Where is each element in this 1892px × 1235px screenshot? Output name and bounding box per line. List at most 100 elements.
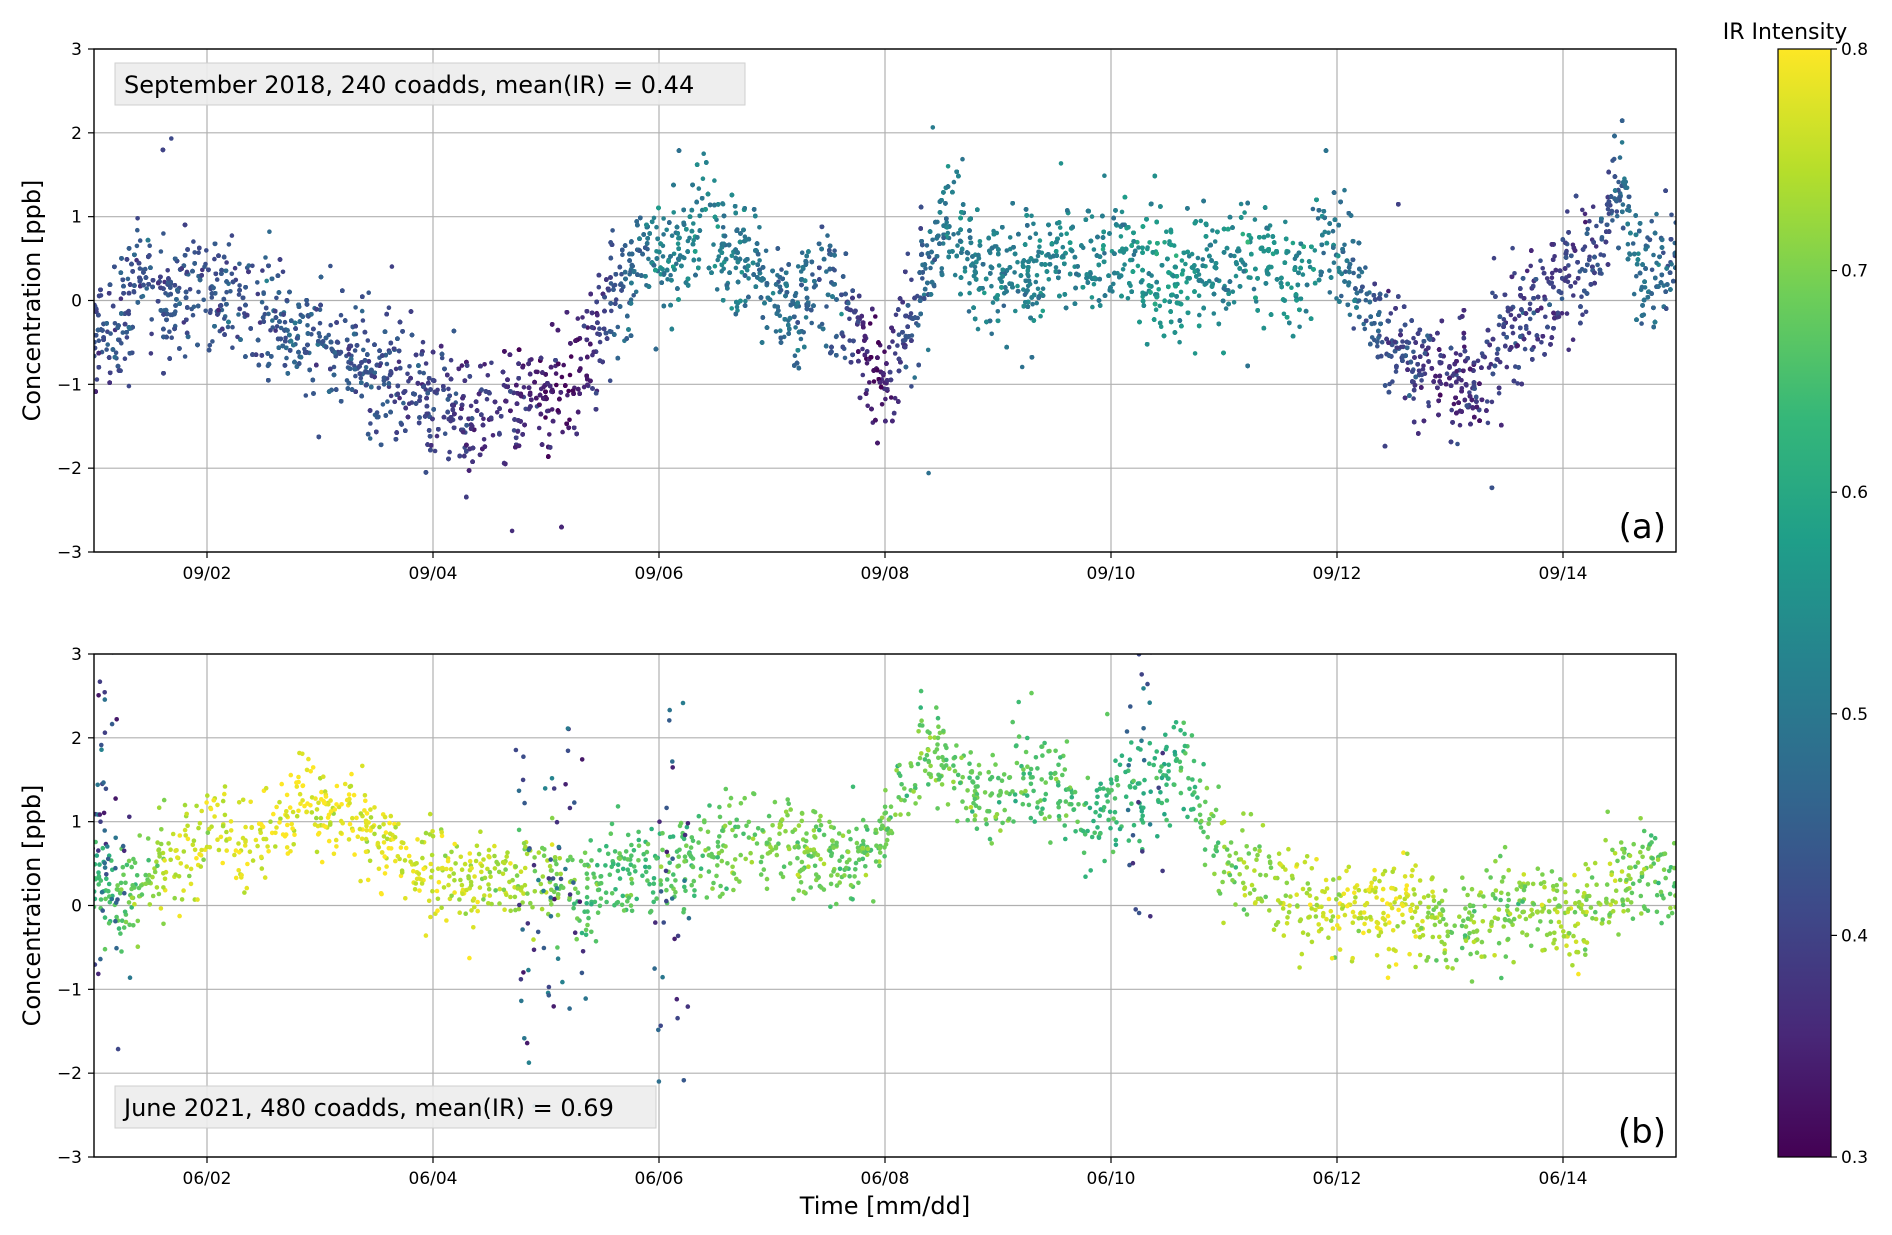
data-point (711, 242, 716, 247)
data-point (701, 151, 706, 156)
data-point (1580, 312, 1585, 318)
data-point (1033, 279, 1039, 285)
data-point (1649, 267, 1655, 273)
data-point (1398, 328, 1403, 333)
data-point (192, 250, 197, 255)
data-point (920, 276, 925, 281)
data-point (374, 410, 380, 415)
data-point (1651, 252, 1656, 258)
data-point (833, 334, 839, 340)
data-point (1426, 400, 1431, 405)
data-point (1251, 286, 1257, 292)
data-point (511, 428, 517, 433)
data-point (567, 417, 572, 423)
data-point (1489, 399, 1495, 405)
data-point (509, 528, 515, 534)
data-point (1614, 209, 1620, 214)
data-point (668, 272, 673, 278)
data-point (1223, 306, 1229, 311)
data-point (1012, 270, 1017, 275)
data-point (687, 235, 692, 241)
data-point (1033, 231, 1039, 236)
data-point (397, 395, 402, 401)
data-point (229, 271, 235, 277)
data-point (646, 256, 651, 262)
data-point (905, 251, 911, 257)
data-point (1636, 251, 1641, 256)
data-point (847, 316, 852, 322)
data-point (795, 264, 801, 269)
data-point (135, 227, 140, 233)
data-point (1643, 243, 1649, 248)
data-point (1669, 212, 1674, 218)
data-point (264, 278, 270, 284)
data-point (376, 385, 382, 391)
data-point (1582, 211, 1588, 217)
data-point (909, 384, 914, 389)
data-point (280, 269, 286, 275)
data-point (388, 393, 394, 399)
data-point (608, 281, 614, 286)
data-point (1047, 231, 1053, 237)
data-point (263, 255, 268, 260)
data-point (714, 287, 720, 292)
data-point (873, 314, 878, 319)
data-point (1053, 265, 1059, 270)
data-point (1312, 248, 1318, 253)
data-point (246, 263, 252, 268)
data-point (1585, 226, 1590, 232)
data-point (739, 270, 745, 275)
data-point (1549, 270, 1555, 276)
data-point (1285, 249, 1291, 254)
data-point (468, 403, 474, 409)
data-point (158, 249, 164, 254)
data-point (940, 241, 946, 246)
data-point (867, 380, 872, 385)
data-point (969, 262, 975, 268)
data-point (559, 374, 565, 380)
data-point (1019, 364, 1025, 370)
data-point (565, 392, 570, 398)
data-point (1111, 281, 1116, 287)
data-point (184, 269, 190, 275)
data-point (612, 282, 618, 288)
data-point (798, 336, 804, 342)
data-point (236, 292, 242, 297)
data-point (1140, 294, 1145, 299)
data-point (1496, 391, 1502, 396)
data-point (1583, 219, 1588, 225)
data-point (1232, 253, 1237, 259)
data-point (1610, 218, 1615, 223)
data-point (1013, 308, 1018, 314)
data-point (1351, 326, 1356, 331)
data-point (536, 425, 542, 431)
data-point (1400, 339, 1405, 344)
panel-a: 09/02 09/04 09/06 09/08 09/10 09/12 09/14 −3−2… (18, 40, 1677, 584)
data-point (1351, 270, 1356, 276)
data-point (951, 179, 957, 185)
data-point (989, 283, 994, 289)
data-point (1185, 295, 1190, 301)
data-point (696, 186, 702, 191)
data-point (547, 432, 552, 437)
data-point (893, 312, 899, 318)
data-point (423, 361, 429, 366)
data-point (1015, 283, 1020, 289)
data-point (1494, 351, 1500, 356)
data-point (494, 410, 500, 415)
data-point (366, 290, 372, 296)
data-point (773, 329, 779, 334)
data-point (407, 364, 412, 369)
data-point (210, 339, 215, 344)
data-point (1571, 293, 1576, 298)
data-point (1058, 232, 1064, 237)
data-point (331, 364, 337, 370)
data-point (481, 416, 486, 422)
data-point (1356, 314, 1362, 320)
data-point (1342, 242, 1347, 248)
data-point (581, 384, 587, 390)
data-point (368, 421, 373, 426)
data-point (967, 281, 972, 286)
data-point (735, 308, 740, 313)
data-point (1538, 258, 1543, 264)
